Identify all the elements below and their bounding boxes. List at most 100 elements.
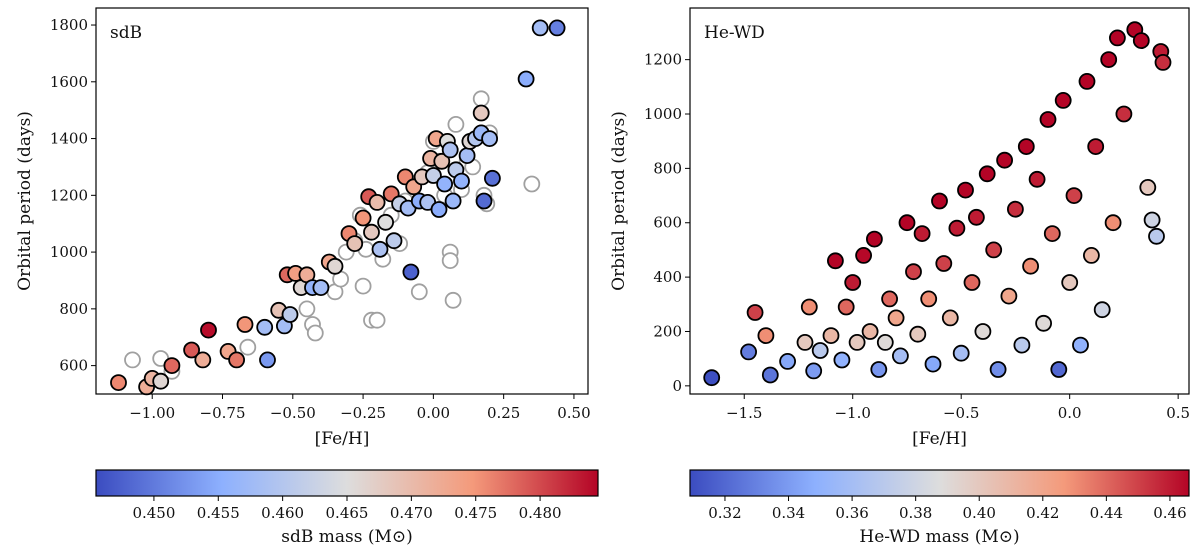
colorbar-tick-label: 0.44 bbox=[1090, 504, 1123, 522]
data-point bbox=[779, 352, 796, 370]
data-point bbox=[281, 306, 299, 323]
colorbar-tick-label: 0.40 bbox=[963, 504, 996, 522]
data-point bbox=[1022, 257, 1039, 275]
data-point bbox=[183, 341, 201, 359]
y-tick-label: 0 bbox=[672, 377, 682, 395]
data-point bbox=[989, 361, 1007, 378]
data-point bbox=[963, 274, 981, 291]
data-point bbox=[1050, 361, 1068, 378]
data-point bbox=[1100, 51, 1118, 68]
y-tick-label: 1000 bbox=[644, 105, 682, 123]
data-point bbox=[1072, 336, 1089, 354]
data-point bbox=[1065, 187, 1083, 205]
data-point bbox=[458, 147, 476, 165]
data-point bbox=[887, 309, 905, 327]
colorbar-label: He-WD mass (M⊙) bbox=[859, 527, 1019, 547]
x-tick-label: −1.0 bbox=[834, 404, 870, 422]
colorbar-tick-label: 0.36 bbox=[835, 504, 868, 522]
data-point bbox=[472, 104, 490, 122]
colorbar-tick-label: 0.455 bbox=[197, 504, 240, 522]
data-point-no-mass bbox=[298, 300, 316, 318]
colorbar-tick-label: 0.42 bbox=[1026, 504, 1059, 522]
data-point bbox=[800, 298, 818, 316]
data-point bbox=[1143, 211, 1161, 229]
data-point bbox=[805, 362, 823, 380]
data-point bbox=[236, 316, 254, 333]
data-point bbox=[1035, 314, 1052, 332]
data-point bbox=[855, 246, 872, 264]
data-point-no-mass bbox=[354, 277, 372, 295]
x-tick-label: 0.50 bbox=[557, 404, 590, 422]
data-point bbox=[1061, 274, 1079, 291]
data-point bbox=[796, 333, 814, 351]
data-point bbox=[822, 327, 840, 345]
data-point bbox=[985, 241, 1003, 259]
data-point bbox=[761, 366, 779, 384]
data-point bbox=[861, 323, 879, 340]
data-point bbox=[1007, 200, 1024, 218]
x-tick-label: −1.00 bbox=[129, 404, 175, 422]
data-point bbox=[703, 369, 721, 387]
data-point bbox=[844, 274, 862, 291]
data-point bbox=[1054, 92, 1072, 109]
data-point bbox=[1093, 301, 1111, 319]
x-axis-label: [Fe/H] bbox=[315, 429, 370, 449]
data-point bbox=[436, 175, 454, 193]
data-point bbox=[402, 263, 420, 281]
data-point bbox=[1139, 178, 1157, 196]
data-point bbox=[1028, 170, 1046, 188]
points bbox=[110, 19, 566, 396]
data-point bbox=[517, 70, 535, 88]
data-point-no-mass bbox=[444, 291, 462, 309]
x-tick-label: 0.00 bbox=[417, 404, 450, 422]
data-point bbox=[1148, 227, 1165, 245]
y-tick-label: 600 bbox=[59, 357, 88, 375]
data-point bbox=[905, 263, 922, 281]
data-point bbox=[312, 279, 330, 297]
y-axis-label: Orbital period (days) bbox=[609, 111, 629, 291]
colorbar-tick-label: 0.480 bbox=[519, 504, 562, 522]
data-point bbox=[909, 325, 927, 343]
data-point bbox=[531, 19, 549, 37]
data-point bbox=[920, 290, 938, 308]
data-point bbox=[941, 309, 959, 327]
x-tick-label: 0.0 bbox=[1058, 404, 1082, 422]
y-tick-label: 800 bbox=[59, 300, 88, 318]
data-point bbox=[740, 343, 757, 361]
data-point-no-mass bbox=[472, 90, 490, 108]
x-axis-label: [Fe/H] bbox=[912, 429, 967, 449]
data-point bbox=[228, 351, 246, 369]
data-point bbox=[848, 333, 866, 351]
data-point bbox=[948, 219, 966, 237]
data-point bbox=[433, 152, 451, 170]
data-point bbox=[974, 323, 992, 340]
data-point bbox=[827, 252, 844, 270]
data-point bbox=[194, 351, 212, 369]
colorbar-tick-label: 0.46 bbox=[1153, 504, 1186, 522]
he-wd-panel: −1.5 −1.0 −0.5 0.0 0.5 0 200 400 600 800 1000 1200 H… bbox=[609, 7, 1190, 547]
y-tick-label: 600 bbox=[653, 214, 682, 232]
data-point bbox=[483, 169, 501, 187]
data-point bbox=[968, 208, 985, 226]
x-tick-label: −0.75 bbox=[200, 404, 246, 422]
panel-title: sdB bbox=[110, 23, 142, 43]
data-point bbox=[866, 230, 883, 248]
data-point bbox=[385, 232, 403, 250]
data-point bbox=[163, 357, 181, 375]
colorbar-label: sdB mass (M⊙) bbox=[281, 527, 413, 547]
data-point bbox=[430, 201, 448, 218]
data-point bbox=[978, 165, 996, 183]
x-tick-label: −0.5 bbox=[943, 404, 979, 422]
data-point bbox=[371, 240, 389, 258]
data-point-no-mass bbox=[306, 324, 324, 342]
data-point bbox=[1109, 29, 1126, 47]
data-point-no-mass bbox=[441, 252, 459, 270]
data-point bbox=[1087, 138, 1105, 156]
data-point bbox=[354, 209, 372, 227]
data-point bbox=[811, 342, 829, 359]
panel-title: He-WD bbox=[704, 23, 765, 43]
data-point bbox=[931, 192, 948, 210]
y-tick-label: 1200 bbox=[50, 186, 88, 204]
colorbar-tick-label: 0.38 bbox=[899, 504, 932, 522]
data-point bbox=[924, 355, 942, 373]
